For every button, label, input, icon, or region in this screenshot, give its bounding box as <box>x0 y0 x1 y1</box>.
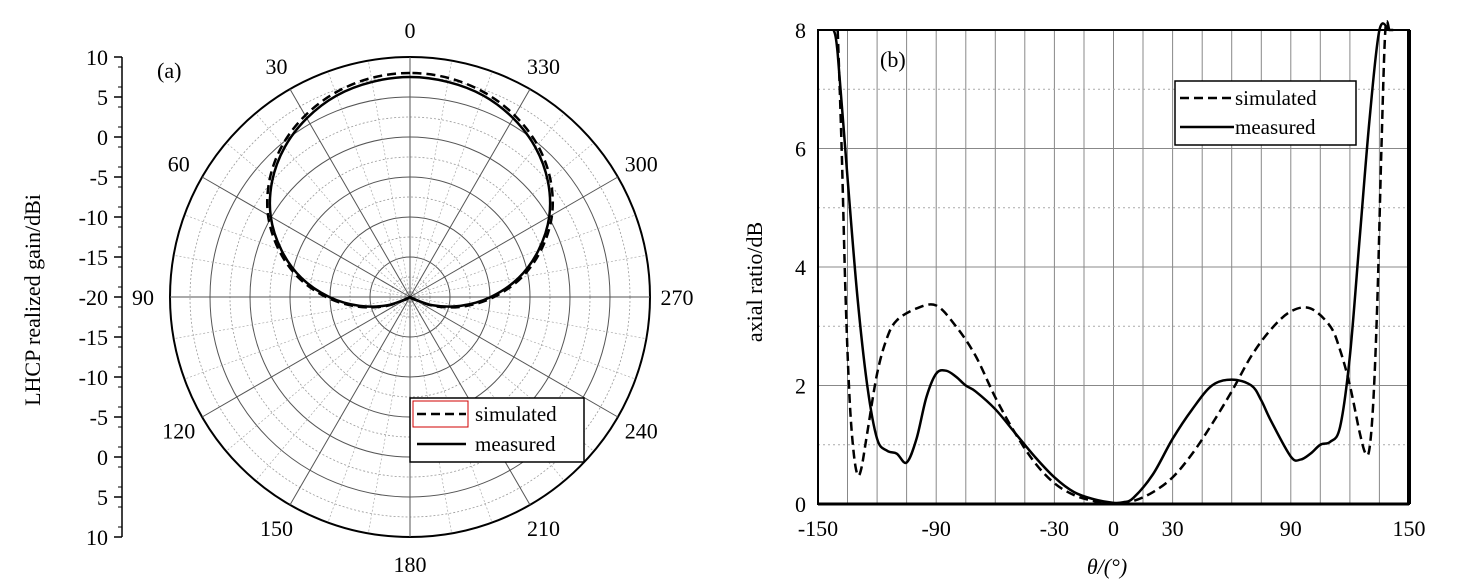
legend-a-frame <box>409 397 585 463</box>
polar-spoke-major <box>201 296 411 418</box>
polar-radial-tick-label: -10 <box>79 205 108 230</box>
polar-angle-label: 90 <box>132 285 154 310</box>
legend-b-frame <box>1174 80 1357 146</box>
polar-spoke-major <box>289 296 411 506</box>
polar-radial-tick-label: 0 <box>97 445 108 470</box>
polar-radial-axis: 10 5 0 -5 -10 -15 -20 -15 -10 -5 0 5 10 <box>79 45 123 550</box>
polar-spoke-minor <box>409 296 636 380</box>
polar-series-measured <box>268 75 552 308</box>
x-tick-label: -30 <box>1040 516 1069 541</box>
polar-angle-label: 300 <box>625 152 658 177</box>
y-axis-label-b: axial ratio/dB <box>742 222 767 342</box>
polar-radial-tick-label: -10 <box>79 365 108 390</box>
polar-spoke-major <box>409 88 531 298</box>
polar-spoke-minor <box>409 142 595 298</box>
y-tick-label: 2 <box>795 374 806 399</box>
polar-spoke-major <box>409 176 619 298</box>
x-tick-label: 150 <box>1393 516 1426 541</box>
polar-radial-tick-label: -5 <box>90 405 108 430</box>
polar-angle-labels: 0 30 60 90 120 150 180 210 240 270 300 330 <box>132 18 694 577</box>
legend-a-measured-label: measured <box>475 432 556 456</box>
polar-angle-label: 0 <box>405 18 416 43</box>
polar-angle-label: 120 <box>162 419 195 444</box>
polar-spoke-minor <box>327 71 411 298</box>
y-tick-label: 4 <box>795 255 806 280</box>
polar-spoke-minor <box>225 296 411 452</box>
polar-angle-label: 270 <box>661 285 694 310</box>
polar-angle-label: 60 <box>168 152 190 177</box>
polar-radial-tick-label: 5 <box>97 85 108 110</box>
y-tick-label: 0 <box>795 492 806 517</box>
x-tick-label: -90 <box>922 516 951 541</box>
x-tick-label: 0 <box>1108 516 1119 541</box>
polar-spoke-minor <box>184 296 411 380</box>
ticks-b: -150 -90 -30 0 30 90 150 0 2 4 6 8 <box>795 18 1426 541</box>
polar-spoke-minor <box>409 214 636 298</box>
polar-spoke-minor <box>225 142 411 298</box>
x-axis-label-b: θ/(°) <box>1087 554 1127 579</box>
panel-label-b: (b) <box>880 47 906 72</box>
polar-spoke-minor <box>255 296 411 482</box>
polar-chart-a: 0 30 60 90 120 150 180 210 240 270 300 330 10 5 0 -5 -1… <box>20 18 694 577</box>
y-tick-label: 8 <box>795 18 806 43</box>
polar-spoke-minor <box>184 214 411 298</box>
polar-spoke-major <box>289 88 411 298</box>
legend-b-measured-label: measured <box>1235 115 1316 139</box>
polar-angle-label: 330 <box>527 54 560 79</box>
x-tick-label: -150 <box>798 516 838 541</box>
panel-label-a: (a) <box>157 58 181 83</box>
legend-a-simulated-label: simulated <box>475 402 557 426</box>
polar-spoke-minor <box>409 112 565 298</box>
polar-radial-tick-label: -20 <box>79 285 108 310</box>
polar-radial-tick-label: -5 <box>90 165 108 190</box>
polar-radial-tick-label: 10 <box>86 525 108 550</box>
y-tick-label: 6 <box>795 137 806 162</box>
polar-spoke-minor <box>409 71 493 298</box>
polar-spoke-major <box>201 176 411 298</box>
polar-angle-label: 150 <box>260 516 293 541</box>
polar-spoke-minor <box>327 296 411 523</box>
legend-a: simulated measured <box>409 397 585 463</box>
polar-spoke-minor <box>255 112 411 298</box>
x-tick-label: 30 <box>1162 516 1184 541</box>
polar-radial-tick-label: 10 <box>86 45 108 70</box>
polar-radial-tick-label: -15 <box>79 325 108 350</box>
polar-spoke-major <box>409 296 619 418</box>
polar-angle-label: 180 <box>394 552 427 577</box>
legend-b-simulated-label: simulated <box>1235 86 1317 110</box>
polar-series <box>265 71 555 309</box>
polar-radial-tick-label: -15 <box>79 245 108 270</box>
polar-radial-tick-label: 0 <box>97 125 108 150</box>
legend-a-selection <box>412 400 469 428</box>
polar-angle-label: 30 <box>266 54 288 79</box>
polar-angle-label: 210 <box>527 516 560 541</box>
polar-radial-tick-label: 5 <box>97 485 108 510</box>
y-axis-label-a: LHCP realized gain/dBi <box>20 194 45 406</box>
polar-angle-label: 240 <box>625 419 658 444</box>
legend-b: simulated measured <box>1174 80 1357 146</box>
line-chart-b: -150 -90 -30 0 30 90 150 0 2 4 6 8 (b) axial ratio/… <box>742 18 1426 579</box>
x-tick-label: 90 <box>1280 516 1302 541</box>
